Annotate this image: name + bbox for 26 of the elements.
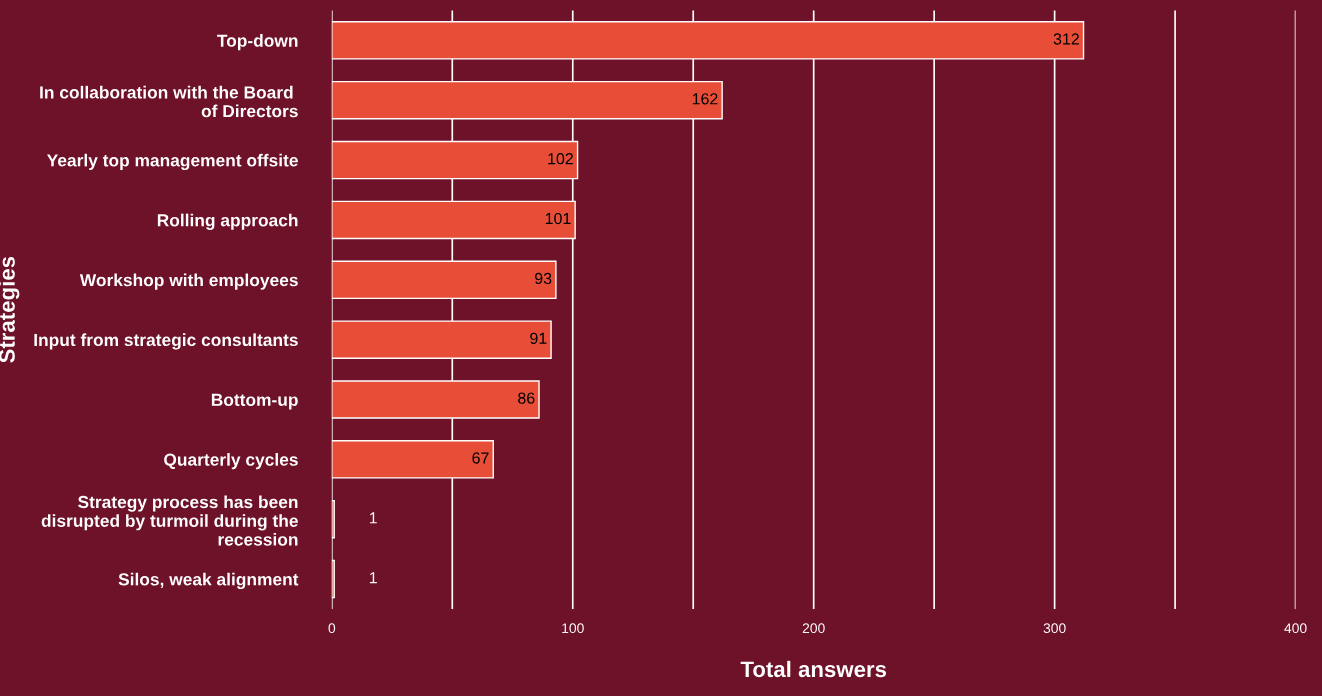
data-label: 101 bbox=[545, 212, 571, 225]
y-tick-label: Quarterly cycles bbox=[164, 453, 298, 470]
x-tick-label: 0 bbox=[328, 623, 336, 634]
data-label: 86 bbox=[518, 392, 535, 404]
data-label: 312 bbox=[1053, 33, 1079, 45]
y-tick-label: Workshop with employees bbox=[79, 273, 298, 290]
y-tick-label: Silos, weak alignment bbox=[118, 572, 299, 590]
y-tick-label: Yearly top management offsite bbox=[46, 153, 298, 171]
x-axis-title: Total answers bbox=[740, 660, 887, 678]
y-tick-label: Top-down bbox=[217, 34, 298, 51]
data-label: 67 bbox=[472, 452, 489, 464]
y-tick-label: In collaboration with the Board of Directors bbox=[40, 85, 298, 118]
data-label: 162 bbox=[692, 93, 718, 105]
x-tick-label: 100 bbox=[562, 623, 584, 634]
y-tick-label: Rolling approach bbox=[157, 213, 298, 230]
y-tick-label: Bottom-up bbox=[211, 393, 298, 410]
data-label: 1 bbox=[369, 572, 377, 584]
x-tick-label: 300 bbox=[1043, 623, 1066, 634]
y-tick-label: Strategy process has been disrupted by turmoil during the recession bbox=[41, 495, 298, 546]
data-label: 91 bbox=[530, 332, 547, 344]
x-tick-label: 200 bbox=[802, 623, 825, 634]
x-tick-label: 400 bbox=[1284, 623, 1307, 634]
data-label: 102 bbox=[548, 153, 573, 165]
data-label: 93 bbox=[535, 272, 552, 285]
y-tick-label: Input from strategic consultants bbox=[34, 333, 298, 350]
data-label: 1 bbox=[369, 512, 377, 524]
